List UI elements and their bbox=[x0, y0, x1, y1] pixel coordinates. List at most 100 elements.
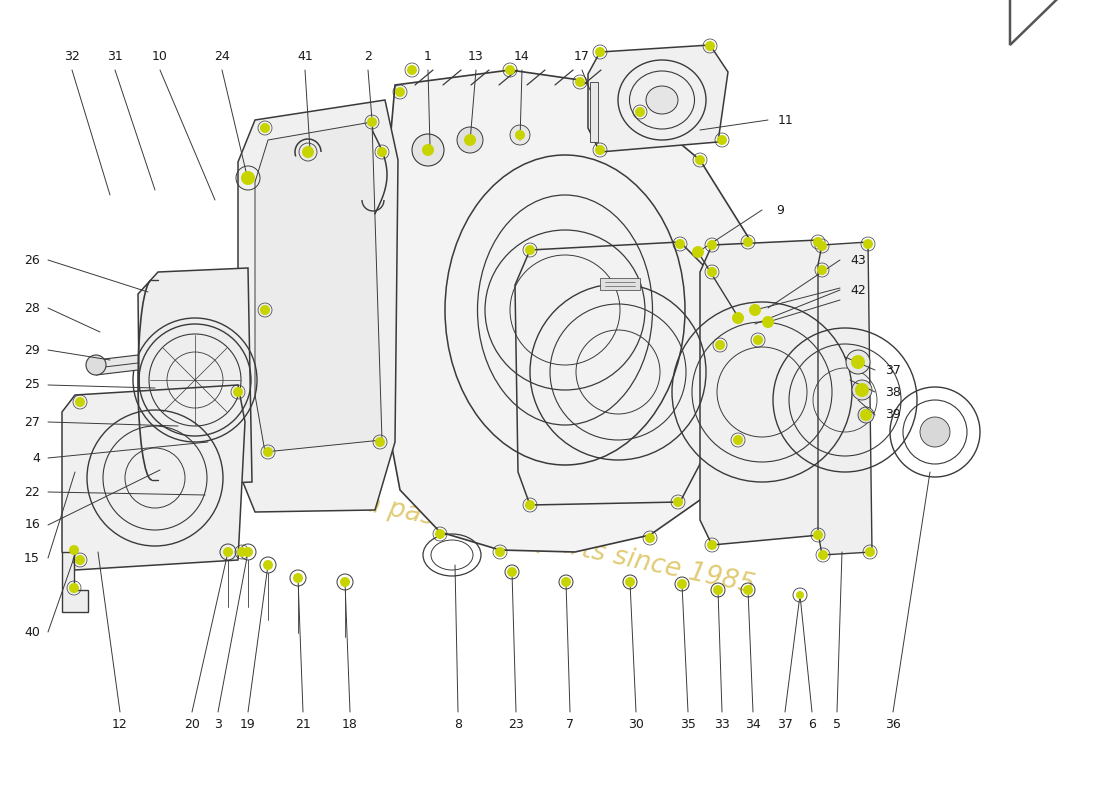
Circle shape bbox=[715, 340, 725, 350]
Text: 26: 26 bbox=[24, 254, 40, 266]
Circle shape bbox=[692, 246, 704, 258]
Circle shape bbox=[818, 550, 828, 560]
Circle shape bbox=[263, 447, 273, 457]
Circle shape bbox=[395, 87, 405, 97]
Text: 23: 23 bbox=[508, 718, 524, 731]
Circle shape bbox=[852, 380, 872, 400]
Ellipse shape bbox=[646, 86, 678, 114]
Circle shape bbox=[236, 547, 248, 557]
Text: 16: 16 bbox=[24, 518, 40, 531]
Circle shape bbox=[69, 583, 79, 593]
Circle shape bbox=[846, 350, 870, 374]
Text: 27: 27 bbox=[24, 415, 40, 429]
Circle shape bbox=[858, 407, 874, 423]
Text: 24: 24 bbox=[214, 50, 230, 63]
Circle shape bbox=[561, 577, 571, 587]
Text: 32: 32 bbox=[64, 50, 80, 63]
Text: 10: 10 bbox=[152, 50, 168, 63]
Text: 5: 5 bbox=[833, 718, 842, 731]
Circle shape bbox=[525, 500, 535, 510]
Circle shape bbox=[75, 555, 85, 565]
Text: 20: 20 bbox=[184, 718, 200, 731]
Circle shape bbox=[456, 127, 483, 153]
Text: 40: 40 bbox=[24, 626, 40, 638]
Text: 28: 28 bbox=[24, 302, 40, 314]
Text: 37: 37 bbox=[777, 718, 793, 731]
Circle shape bbox=[676, 579, 688, 589]
Polygon shape bbox=[700, 240, 825, 545]
Text: 38: 38 bbox=[886, 386, 901, 398]
Polygon shape bbox=[379, 70, 760, 552]
Circle shape bbox=[595, 47, 605, 57]
Circle shape bbox=[407, 65, 417, 75]
Text: euro: euro bbox=[118, 358, 503, 502]
Circle shape bbox=[707, 267, 717, 277]
Text: 13: 13 bbox=[469, 50, 484, 63]
Circle shape bbox=[243, 547, 253, 557]
Circle shape bbox=[69, 545, 79, 555]
Text: 7: 7 bbox=[566, 718, 574, 731]
Circle shape bbox=[864, 239, 873, 249]
Polygon shape bbox=[62, 552, 88, 612]
Circle shape bbox=[732, 312, 744, 324]
Text: 30: 30 bbox=[628, 718, 643, 731]
Circle shape bbox=[86, 355, 106, 375]
Polygon shape bbox=[515, 242, 720, 505]
Circle shape bbox=[510, 125, 530, 145]
Circle shape bbox=[223, 547, 233, 557]
Circle shape bbox=[645, 533, 654, 543]
Text: 22: 22 bbox=[24, 486, 40, 498]
Circle shape bbox=[813, 237, 823, 247]
Text: 1: 1 bbox=[425, 50, 432, 63]
Polygon shape bbox=[1010, 0, 1085, 45]
Circle shape bbox=[464, 134, 476, 146]
Circle shape bbox=[695, 155, 705, 165]
Text: 2: 2 bbox=[364, 50, 372, 63]
Text: 17: 17 bbox=[574, 50, 590, 63]
Text: a passion for parts since 1985: a passion for parts since 1985 bbox=[363, 491, 758, 599]
Circle shape bbox=[749, 304, 761, 316]
Circle shape bbox=[367, 117, 377, 127]
Circle shape bbox=[260, 123, 270, 133]
Circle shape bbox=[505, 65, 515, 75]
Circle shape bbox=[705, 41, 715, 51]
Circle shape bbox=[635, 107, 645, 117]
Circle shape bbox=[762, 316, 774, 328]
Circle shape bbox=[434, 529, 446, 539]
Text: 21: 21 bbox=[295, 718, 311, 731]
Text: 14: 14 bbox=[514, 50, 530, 63]
Circle shape bbox=[625, 577, 635, 587]
Circle shape bbox=[920, 417, 950, 447]
Circle shape bbox=[817, 265, 827, 275]
Text: 6: 6 bbox=[808, 718, 816, 731]
Text: 43: 43 bbox=[850, 254, 866, 266]
Circle shape bbox=[515, 130, 525, 140]
Circle shape bbox=[675, 239, 685, 249]
Circle shape bbox=[742, 585, 754, 595]
Circle shape bbox=[717, 135, 727, 145]
Polygon shape bbox=[588, 45, 728, 152]
Text: 36: 36 bbox=[886, 718, 901, 731]
Circle shape bbox=[422, 144, 435, 156]
Circle shape bbox=[796, 591, 804, 599]
Text: 41: 41 bbox=[297, 50, 312, 63]
Circle shape bbox=[865, 547, 874, 557]
Text: 4: 4 bbox=[32, 451, 40, 465]
Circle shape bbox=[855, 383, 869, 397]
Polygon shape bbox=[255, 122, 382, 452]
Text: 18: 18 bbox=[342, 718, 358, 731]
Circle shape bbox=[595, 145, 605, 155]
Polygon shape bbox=[818, 242, 872, 555]
Text: 37: 37 bbox=[886, 363, 901, 377]
Polygon shape bbox=[238, 100, 398, 512]
Circle shape bbox=[707, 540, 717, 550]
Text: 25: 25 bbox=[24, 378, 40, 391]
Polygon shape bbox=[600, 278, 640, 290]
Text: 31: 31 bbox=[107, 50, 123, 63]
Circle shape bbox=[75, 397, 85, 407]
Text: 19: 19 bbox=[240, 718, 256, 731]
Circle shape bbox=[575, 77, 585, 87]
Circle shape bbox=[525, 245, 535, 255]
Circle shape bbox=[813, 530, 823, 540]
Text: 29: 29 bbox=[24, 343, 40, 357]
